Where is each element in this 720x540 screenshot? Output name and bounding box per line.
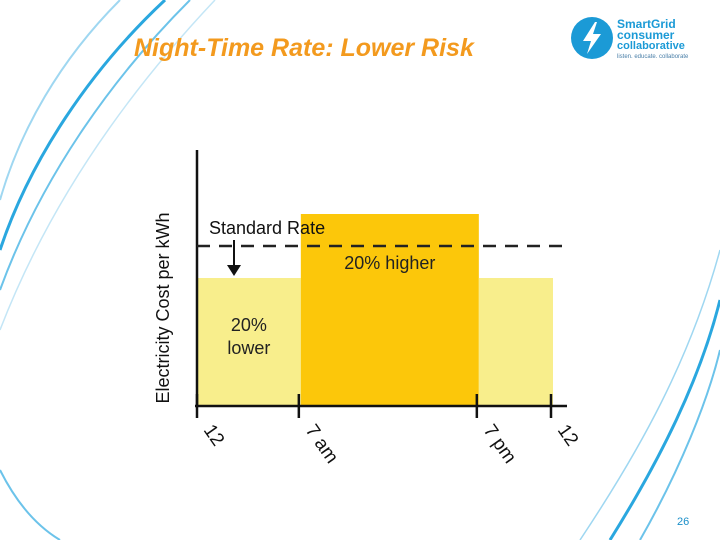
x-tick-label-1: 7 am (301, 421, 342, 468)
logo-text: SmartGrid consumer collaborative listen.… (617, 17, 689, 62)
y-axis-label: Electricity Cost per kWh (153, 212, 173, 403)
lower-label-line1: 20% (231, 315, 267, 335)
logo-tagline: listen. educate. collaborate (617, 54, 689, 60)
logo-line2: consumer (617, 28, 675, 42)
x-tick-label-3: 12 (553, 421, 582, 450)
higher-label: 20% higher (344, 253, 435, 273)
lower-label-line2: lower (227, 338, 270, 358)
slide-title: Night-Time Rate: Lower Risk (134, 34, 474, 62)
lightning-bolt-icon (571, 17, 613, 59)
rate-bar-0 (197, 278, 301, 406)
logo-line3: collaborative (617, 40, 685, 52)
logo-line1: SmartGrid (617, 17, 676, 31)
standard-rate-label: Standard Rate (209, 218, 325, 238)
standard-rate-arrow-head (227, 265, 241, 276)
rate-bar-1 (300, 214, 479, 406)
rate-bar-2 (478, 278, 553, 406)
smartgrid-logo: SmartGrid consumer collaborative listen.… (570, 14, 715, 68)
x-tick-label-2: 7 pm (479, 421, 520, 468)
page-number: 26 (677, 516, 690, 528)
x-tick-label-0: 12 (199, 421, 228, 450)
